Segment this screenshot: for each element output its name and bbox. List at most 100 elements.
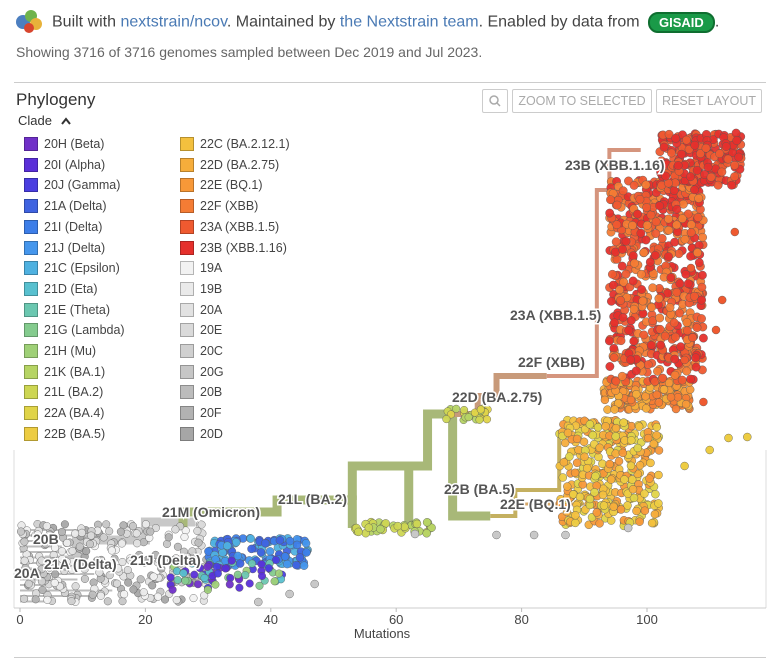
tree-clade-label: 20A xyxy=(14,565,40,581)
zoom-to-selected-button[interactable]: ZOOM TO SELECTED xyxy=(512,89,652,113)
xbb15-tip xyxy=(617,261,627,271)
early-voc-tip xyxy=(190,570,199,579)
legend-item[interactable]: 23A (XBB.1.5) xyxy=(180,218,279,236)
legend-item[interactable]: 22D (BA.2.75) xyxy=(180,156,279,174)
ba5-bq1-tip xyxy=(606,475,616,484)
legend-item[interactable]: 21J (Delta) xyxy=(24,239,105,257)
legend-label: 23B (XBB.1.16) xyxy=(200,240,287,255)
xbb15-tip xyxy=(646,210,656,220)
early-voc-tip xyxy=(271,556,280,565)
legend-item[interactable]: 21G (Lambda) xyxy=(24,321,125,339)
reset-layout-button[interactable]: RESET LAYOUT xyxy=(656,89,762,113)
legend-item[interactable]: 20I (Alpha) xyxy=(24,156,105,174)
xbb15-tip xyxy=(636,269,646,279)
ba5-bq1-tip xyxy=(619,418,628,427)
gray-clade-tip xyxy=(149,572,158,581)
outlier-tip xyxy=(680,355,689,365)
xbb-tip xyxy=(671,404,681,414)
legend-item[interactable]: 19A xyxy=(180,259,222,277)
legend-item[interactable]: 22C (BA.2.12.1) xyxy=(180,135,290,153)
legend-item[interactable]: 20J (Gamma) xyxy=(24,176,120,194)
legend-swatch xyxy=(24,344,38,358)
xbb15-tip xyxy=(672,220,681,230)
ba1-ba2-tip xyxy=(364,523,373,532)
delta-clade-tip xyxy=(285,536,295,546)
legend-item[interactable]: 22E (BQ.1) xyxy=(180,176,263,194)
legend-item[interactable]: 20E xyxy=(180,321,222,339)
gray-clade-tip xyxy=(82,547,91,556)
gray-clade-tip xyxy=(45,530,54,539)
legend-label: 21G (Lambda) xyxy=(44,323,125,338)
gray-clade-tip xyxy=(32,569,41,578)
legend-item[interactable]: 20A xyxy=(180,301,222,319)
early-voc-tip xyxy=(200,574,209,583)
team-link[interactable]: the Nextstrain team xyxy=(339,13,479,31)
xbb15-tip xyxy=(677,214,687,224)
xbb15-tip xyxy=(681,269,691,279)
legend-item[interactable]: 20D xyxy=(180,425,223,443)
xbb15-tip xyxy=(672,287,682,297)
legend-item[interactable]: 21A (Delta) xyxy=(24,197,107,215)
legend-label: 20C xyxy=(200,344,223,358)
ba5-bq1-tip xyxy=(626,461,636,470)
legend-item[interactable]: 23B (XBB.1.16) xyxy=(180,239,287,257)
xbb15-tip xyxy=(650,250,660,260)
clade-legend-toggle[interactable]: Clade xyxy=(18,113,71,128)
legend-item[interactable]: 20B xyxy=(180,383,222,401)
xbb15-tip xyxy=(664,214,673,224)
tree-clade-label: 22D (BA.2.75) xyxy=(452,389,542,405)
early-voc-tip xyxy=(168,556,177,565)
xbb15-branch xyxy=(546,148,641,378)
gray-clade-tip xyxy=(58,527,67,536)
xbb-tip xyxy=(666,393,676,402)
legend-label: 22F (XBB) xyxy=(200,199,259,214)
gray-clade-tip xyxy=(193,527,202,536)
xbb15-tip xyxy=(655,313,665,323)
legend-item[interactable]: 21L (BA.2) xyxy=(24,383,103,401)
legend-item[interactable]: 22B (BA.5) xyxy=(24,425,105,443)
legend-swatch xyxy=(24,364,38,379)
legend-item[interactable]: 21E (Theta) xyxy=(24,301,110,319)
legend-item[interactable]: 22A (BA.4) xyxy=(24,404,104,422)
legend-item[interactable]: 20C xyxy=(180,342,223,360)
legend-swatch xyxy=(180,364,194,379)
gray-clade-tip xyxy=(123,566,132,575)
legend-item[interactable]: 20H (Beta) xyxy=(24,135,104,153)
legend-item[interactable]: 21I (Delta) xyxy=(24,218,102,236)
ba5-bq1-tip xyxy=(595,443,604,452)
legend-item[interactable]: 20F xyxy=(180,404,222,422)
enabled-by-text: . Enabled by data from xyxy=(478,13,645,31)
ncov-link[interactable]: nextstrain/ncov xyxy=(120,13,227,31)
gray-clade-tip xyxy=(118,597,127,606)
nextstrain-logo-icon[interactable] xyxy=(14,8,44,34)
ba1-ba2-tip xyxy=(412,519,422,529)
legend-item[interactable]: 21C (Epsilon) xyxy=(24,259,120,277)
gray-clade-tip xyxy=(136,575,145,584)
gisaid-logo[interactable]: GISAID xyxy=(648,12,715,33)
ba275-tip xyxy=(464,413,473,422)
legend-item[interactable]: 21K (BA.1) xyxy=(24,363,105,381)
genome-summary: Showing 3716 of 3716 genomes sampled bet… xyxy=(16,44,483,60)
ba275-tip xyxy=(460,406,469,415)
legend-item[interactable]: 19B xyxy=(180,280,222,298)
outlier-tip xyxy=(561,530,570,540)
legend-item[interactable]: 21D (Eta) xyxy=(24,280,98,298)
legend-label: 21H (Mu) xyxy=(44,344,97,358)
legend-item[interactable]: 22F (XBB) xyxy=(180,197,258,215)
ba5-bq1-tip xyxy=(650,510,660,519)
xbb116-tip xyxy=(696,149,705,159)
xbb15-tip xyxy=(609,353,619,363)
legend-item[interactable]: 20G xyxy=(180,363,224,381)
legend-item[interactable]: 21H (Mu) xyxy=(24,342,96,360)
ba5-bq1-tip xyxy=(652,422,661,432)
gray-clade-tip xyxy=(67,597,76,606)
ba5-bq1-tip xyxy=(616,505,626,514)
ba5-bq1-tip xyxy=(654,499,663,508)
ba5-bq1-tip xyxy=(575,492,585,502)
zoom-icon-button[interactable] xyxy=(482,89,508,113)
early-voc-tip xyxy=(221,564,230,573)
delta-clade-tip xyxy=(275,536,285,545)
xbb15-tip xyxy=(655,324,665,334)
early-voc-tip xyxy=(264,564,273,573)
